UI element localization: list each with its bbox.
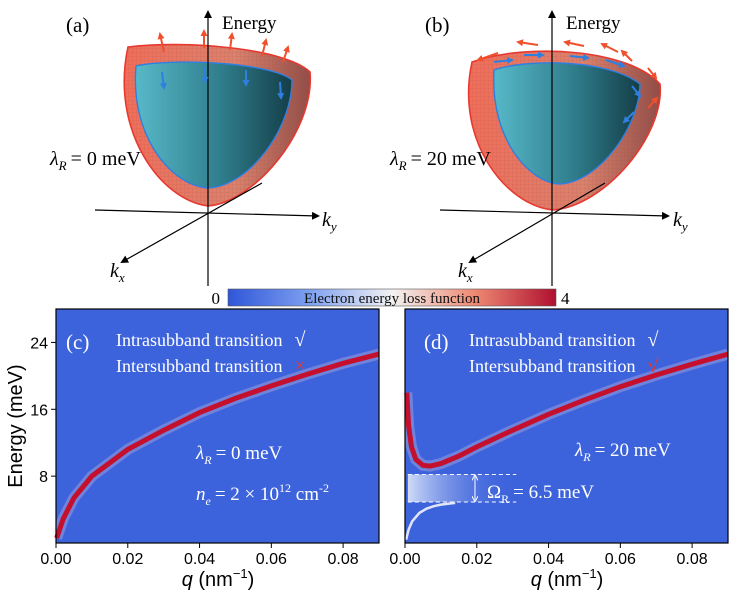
rashba-gap-region bbox=[407, 474, 517, 503]
upper-branch bbox=[404, 351, 729, 469]
x-tick-label: 0.06 bbox=[605, 551, 636, 568]
x-tick-label: 0.02 bbox=[461, 551, 492, 568]
x-tick-label: 0.00 bbox=[389, 551, 420, 568]
x-tick-label: 0.04 bbox=[533, 551, 564, 568]
x-tick-label: 0.08 bbox=[328, 551, 359, 568]
plot-frame bbox=[404, 308, 729, 544]
legend-intersubband: Intersubband transition √ bbox=[469, 355, 658, 377]
ky-axis-label: ky bbox=[673, 209, 688, 234]
rashba-parameter: λR = 20 meV bbox=[574, 440, 671, 464]
y-axis-title: Energy (meV) bbox=[5, 364, 27, 487]
x-axis-title: q (nm−1) bbox=[182, 566, 255, 591]
x-tick-label: 0.00 bbox=[40, 551, 71, 568]
kx-axis bbox=[468, 182, 606, 264]
electron-density: ne = 2 × 1012 cm-2 bbox=[196, 481, 329, 508]
y-ticks: 8 16 24 bbox=[30, 335, 56, 486]
energy-axis-label: Energy bbox=[566, 13, 621, 34]
plot-frame bbox=[55, 308, 380, 544]
legend-intersubband: Intersubband transition × bbox=[116, 355, 306, 377]
panel-c: 0.00 0.02 0.04 0.06 0.08 8 16 24 (c) Intrasubb… bbox=[5, 308, 381, 591]
legend-intrasubband: Intrasubband transition √ bbox=[469, 329, 658, 351]
panel-a: (a) Energy ky kx λR = 0 meV bbox=[49, 10, 337, 286]
spin-arrows-outer bbox=[476, 39, 659, 109]
panel-label: (c) bbox=[66, 330, 89, 354]
rashba-parameter: λR = 0 meV bbox=[195, 443, 283, 467]
panel-label: (d) bbox=[424, 330, 449, 354]
panel-label: (b) bbox=[425, 13, 450, 37]
panel-d: 0.00 0.02 0.04 0.06 0.08 (d) Intrasubband tr… bbox=[389, 308, 730, 591]
colorbar-gradient bbox=[227, 288, 557, 307]
x-tick-label: 0.08 bbox=[677, 551, 708, 568]
colorbar-min: 0 bbox=[212, 289, 221, 308]
kx-axis-label: kx bbox=[110, 260, 125, 285]
rashba-parameter: λR = 20 meV bbox=[389, 148, 491, 173]
heatmap-background bbox=[405, 309, 728, 543]
x-ticks: 0.00 0.02 0.04 0.06 0.08 bbox=[389, 543, 708, 568]
lower-branch bbox=[404, 501, 456, 541]
heatmap-background bbox=[56, 309, 379, 543]
legend-intrasubband: Intrasubband transition √ bbox=[116, 329, 305, 351]
colorbar-max: 4 bbox=[561, 289, 570, 308]
x-tick-label: 0.02 bbox=[112, 551, 143, 568]
colorbar: Electron energy loss function 0 4 bbox=[212, 288, 570, 308]
spin-arrows-inner bbox=[493, 51, 642, 124]
panel-label: (a) bbox=[66, 13, 89, 37]
rabi-gap-label: ΩR = 6.5 meV bbox=[487, 482, 594, 506]
x-ticks: 0.00 0.02 0.04 0.06 0.08 bbox=[40, 543, 359, 568]
ky-axis-label: ky bbox=[322, 209, 337, 234]
band-inner-surface bbox=[493, 62, 641, 185]
panel-b: (b) Energy ky kx λR = 20 meV bbox=[389, 10, 688, 286]
kx-axis-label: kx bbox=[458, 260, 473, 285]
spin-arrows-outer bbox=[157, 29, 290, 63]
kx-axis bbox=[120, 182, 263, 263]
colorbar-label: Electron energy loss function bbox=[304, 291, 480, 307]
rashba-parameter: λR = 0 meV bbox=[49, 148, 141, 173]
spin-arrows-inner bbox=[159, 67, 285, 100]
y-tick-label: 16 bbox=[30, 402, 48, 419]
band-inner-surface bbox=[134, 61, 293, 189]
ky-axis bbox=[94, 209, 320, 220]
x-tick-label: 0.04 bbox=[184, 551, 215, 568]
energy-axis-label: Energy bbox=[222, 13, 277, 34]
y-tick-label: 24 bbox=[30, 335, 48, 352]
y-tick-label: 8 bbox=[39, 469, 48, 486]
x-tick-label: 0.06 bbox=[256, 551, 287, 568]
x-axis-title: q (nm−1) bbox=[531, 566, 604, 591]
plasmon-branch bbox=[54, 351, 380, 539]
